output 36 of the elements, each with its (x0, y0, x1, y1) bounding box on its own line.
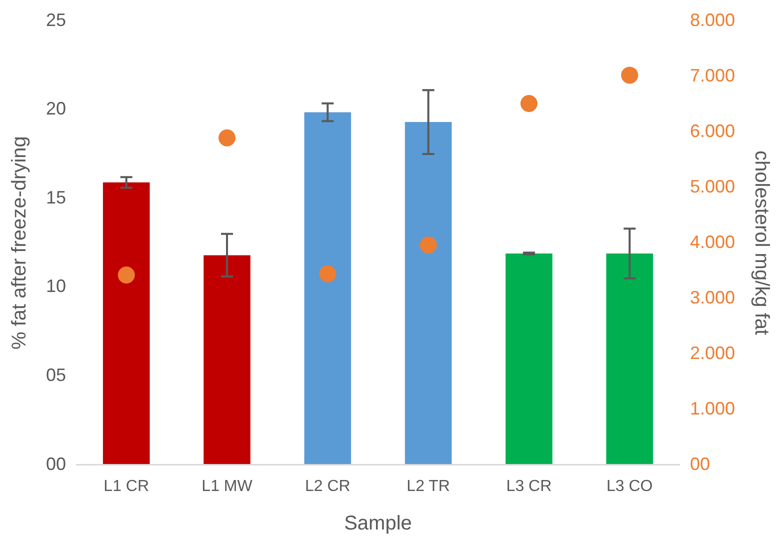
y2-tick-label: 8.000 (690, 10, 736, 30)
bar (404, 122, 452, 465)
bar (204, 255, 250, 465)
y2-tick-label: 7.000 (690, 65, 736, 86)
y2-tick-label: 00 (690, 454, 710, 474)
point (520, 94, 538, 112)
y-axis-title: % fat after freeze-drying (8, 136, 31, 350)
y-tick-label: 10 (46, 276, 66, 296)
y2-tick-label: 1.000 (690, 398, 736, 418)
x-tick-label: L1 CR (104, 478, 150, 495)
point (118, 266, 135, 284)
x-tick-label: L3 CR (506, 478, 552, 495)
y2-tick-label: 4.000 (690, 232, 736, 252)
y-tick-label: 25 (46, 10, 66, 30)
bar (304, 112, 352, 465)
x-axis-title: Sample (344, 512, 412, 535)
y2-tick-label: 5.000 (690, 176, 736, 196)
bar (506, 253, 552, 465)
x-tick-label: L3 CO (606, 478, 653, 495)
point (621, 66, 638, 84)
y-tick-label: 15 (46, 187, 66, 208)
y-tick-label: 20 (46, 98, 66, 119)
x-tick-label: L2 TR (406, 478, 450, 495)
y-tick-label: 00 (46, 454, 66, 474)
point (218, 129, 236, 146)
x-tick-label: L2 CR (304, 478, 350, 495)
y2-tick-label: 3.000 (690, 287, 736, 308)
bar (102, 182, 150, 465)
y2-axis-title: cholesterol mg/kg fat (750, 150, 772, 336)
y-tick-label: 05 (46, 364, 66, 385)
bar (606, 253, 654, 465)
y2-tick-label: 2.000 (690, 342, 736, 363)
point (420, 236, 437, 254)
x-tick-label: L1 MW (202, 478, 254, 495)
point (319, 265, 336, 282)
y2-tick-label: 6.000 (690, 120, 736, 141)
